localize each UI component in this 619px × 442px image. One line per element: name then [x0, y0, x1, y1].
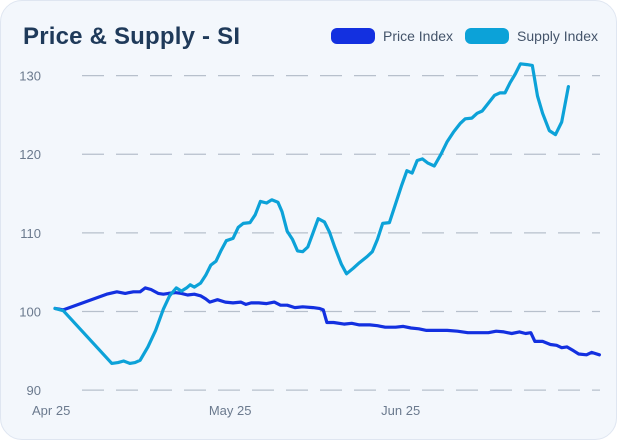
y-tick-label: 110 [20, 226, 41, 241]
legend-label-price-index: Price Index [383, 28, 454, 44]
legend-item-price-index[interactable]: Price Index [331, 28, 453, 44]
chart-legend: Price Index Supply Index [319, 28, 598, 44]
series-line-supply-index[interactable] [53, 62, 570, 365]
legend-label-supply-index: Supply Index [517, 28, 598, 44]
y-tick-label: 90 [27, 383, 41, 398]
legend-item-supply-index[interactable]: Supply Index [465, 28, 598, 44]
y-tick-label: 100 [19, 305, 41, 320]
x-tick-label: May 25 [209, 403, 252, 418]
x-tick-label: Jun 25 [381, 403, 420, 418]
y-tick-label: 130 [19, 69, 41, 84]
legend-swatch-price-index [331, 28, 375, 44]
y-tick-label: 120 [19, 147, 41, 162]
legend-swatch-supply-index [465, 28, 510, 44]
chart-title: Price & Supply - SI [23, 23, 241, 50]
x-tick-label: Apr 25 [32, 403, 70, 418]
series-line-price-index[interactable] [53, 286, 601, 357]
